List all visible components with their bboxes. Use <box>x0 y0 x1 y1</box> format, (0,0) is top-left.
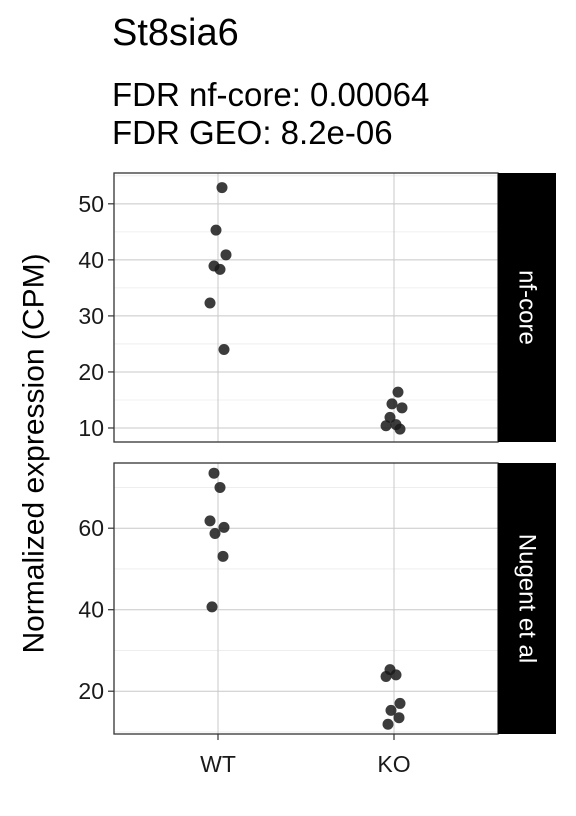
y-tick-label: 30 <box>78 303 104 329</box>
data-point <box>380 420 392 432</box>
facet-strip <box>498 463 556 734</box>
x-tick-label: WT <box>200 751 236 777</box>
y-tick-label: 40 <box>78 247 104 273</box>
data-point <box>206 601 218 613</box>
panel-background <box>114 173 498 442</box>
chart-subtitle-fdr-nfcore: FDR nf-core: 0.00064 <box>112 76 430 113</box>
data-point <box>382 718 394 730</box>
data-point <box>384 411 396 423</box>
data-point <box>216 182 228 194</box>
data-point <box>208 467 220 479</box>
x-tick-label: KO <box>377 751 410 777</box>
data-point <box>380 671 392 683</box>
facet-strip <box>498 173 556 442</box>
y-tick-label: 60 <box>78 515 104 541</box>
data-point <box>386 398 398 410</box>
y-axis-label: Normalized expression (CPM) <box>18 253 51 653</box>
data-point <box>394 423 406 435</box>
data-point <box>204 297 216 309</box>
data-point <box>393 712 405 724</box>
data-point <box>218 521 230 533</box>
facet-strip-label: Nugent et al <box>514 534 541 663</box>
data-point <box>217 550 229 562</box>
data-point <box>210 224 222 236</box>
chart-subtitle-fdr-geo: FDR GEO: 8.2e-06 <box>112 114 393 151</box>
y-tick-label: 20 <box>78 359 104 385</box>
facet-strip-label: nf-core <box>514 270 541 345</box>
data-point <box>220 249 232 261</box>
data-point <box>214 481 226 493</box>
y-tick-label: 40 <box>78 597 104 623</box>
data-point <box>385 704 397 716</box>
data-point <box>218 344 230 356</box>
data-point <box>394 697 406 709</box>
data-point <box>392 386 404 398</box>
data-point <box>390 669 402 681</box>
data-point <box>396 402 408 414</box>
y-tick-label: 20 <box>78 678 104 704</box>
chart-title: St8sia6 <box>112 12 239 54</box>
data-point <box>214 263 226 275</box>
data-point <box>204 515 216 527</box>
y-tick-label: 10 <box>78 415 104 441</box>
y-tick-label: 50 <box>78 191 104 217</box>
panel-background <box>114 463 498 734</box>
data-point <box>209 528 221 540</box>
